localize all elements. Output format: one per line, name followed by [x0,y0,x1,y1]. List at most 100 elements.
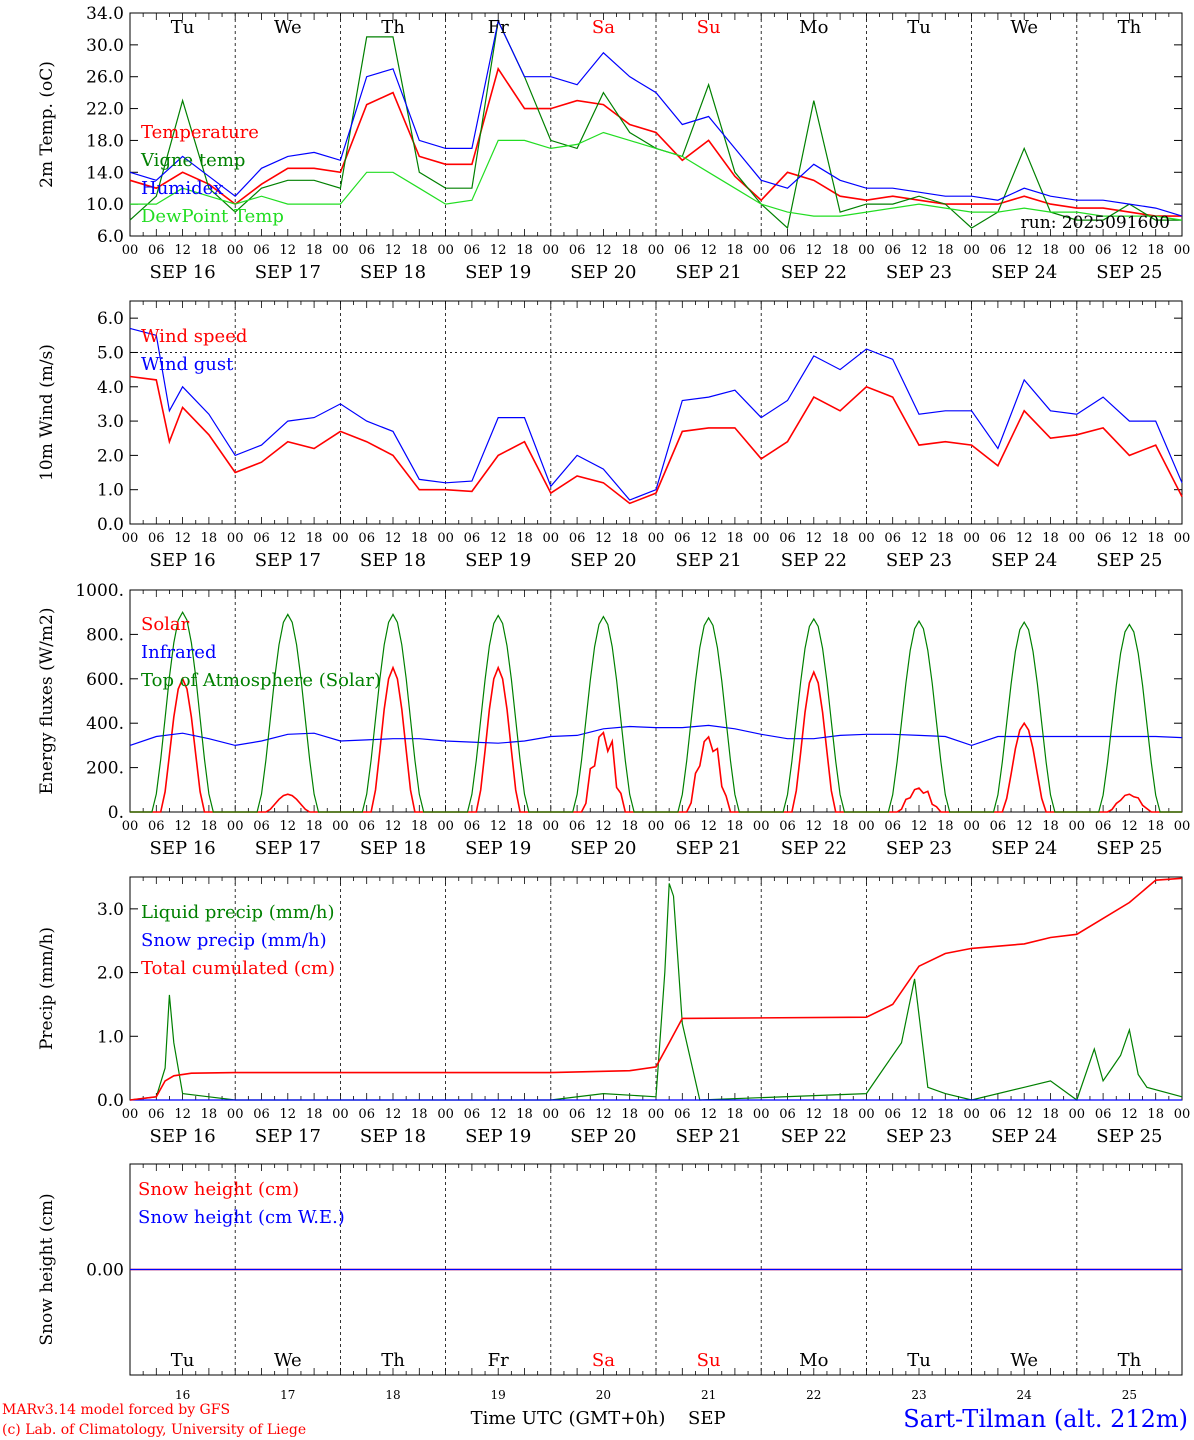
hour-tick-label: 18 [727,819,744,834]
hour-tick-label: 00 [543,819,560,834]
hour-tick-label: 06 [1095,243,1112,258]
hour-tick-label: 06 [358,819,375,834]
hour-tick-label: 06 [569,819,586,834]
day-number-label: 21 [701,1388,716,1402]
hour-tick-label: 06 [253,1107,270,1122]
day-name-label: We [1010,1350,1038,1371]
panel-2: 0.0 1.0 2.0 3.0 4.0 5.0 6.0 10m Wind (m/s) Wind … [37,300,1190,571]
date-label: SEP 16 [149,262,215,283]
hour-tick-label: 06 [358,1107,375,1122]
legend-entry: Liquid precip (mm/h) [141,902,335,923]
hour-tick-label: 00 [858,819,875,834]
hour-tick-label: 06 [779,531,796,546]
hour-tick-label: 00 [963,243,980,258]
hour-tick-label: 12 [806,819,823,834]
legend-entry: Vigne temp [140,150,245,171]
hour-tick-label: 06 [569,531,586,546]
hour-tick-label: 00 [753,531,770,546]
hour-tick-label: 06 [148,243,165,258]
day-name-label: Tu [171,17,195,38]
panel-5: 0.00 Snow height (cm) Snow height (cm) Snow… [37,1163,1183,1402]
hour-tick-label: 12 [911,1107,928,1122]
day-name-label: Su [697,17,721,38]
legend-entry: Infrared [141,642,216,663]
hour-tick-label: 06 [990,819,1007,834]
legend-entry: Top of Atmosphere (Solar) [141,670,381,691]
y-tick-label: 14.0 [86,163,124,183]
legend-entry: Snow height (cm) [138,1179,299,1200]
y-axis-label: Snow height (cm) [37,1193,57,1345]
legend-entry: Wind gust [141,354,234,375]
hour-tick-label: 18 [832,531,849,546]
panel-4: 0.0 1.0 2.0 3.0 Precip (mm/h) Liquid precip (… [37,876,1190,1147]
hour-tick-label: 00 [332,531,349,546]
hour-tick-label: 12 [1016,1107,1033,1122]
hour-tick-label: 18 [201,243,218,258]
hour-tick-label: 06 [990,1107,1007,1122]
series-line [129,883,1183,1101]
day-name-label: Th [381,1350,405,1371]
hour-tick-label: 12 [1016,531,1033,546]
y-tick-label: 3.0 [97,412,124,432]
y-tick-label: 0.0 [97,515,124,535]
hour-tick-label: 18 [727,243,744,258]
hour-tick-label: 00 [1069,531,1086,546]
date-label: SEP 20 [570,838,636,859]
date-label: SEP 21 [675,262,741,283]
hour-tick-label: 06 [358,531,375,546]
hour-tick-label: 18 [937,1107,954,1122]
date-label: SEP 17 [255,262,321,283]
hour-tick-label: 18 [411,531,428,546]
hour-tick-label: 18 [306,243,323,258]
date-label: SEP 19 [465,838,531,859]
hour-tick-label: 18 [621,1107,638,1122]
hour-tick-label: 18 [1042,1107,1059,1122]
hour-tick-label: 18 [832,1107,849,1122]
date-label: SEP 24 [991,550,1057,571]
hour-tick-label: 18 [937,531,954,546]
hour-tick-label: 00 [858,243,875,258]
day-number-label: 24 [1017,1388,1033,1402]
date-label: SEP 24 [991,262,1057,283]
date-label: SEP 21 [675,1126,741,1147]
hour-tick-label: 06 [674,243,691,258]
hour-tick-label: 12 [174,1107,191,1122]
y-tick-label: 26.0 [86,68,124,88]
hour-tick-label: 12 [1121,1107,1138,1122]
hour-tick-label: 12 [595,1107,612,1122]
hour-tick-label: 00 [543,531,560,546]
hour-tick-label: 06 [674,531,691,546]
hour-tick-label: 06 [148,1107,165,1122]
date-label: SEP 25 [1096,1126,1162,1147]
hour-tick-label: 00 [1069,819,1086,834]
hour-tick-label: 12 [385,819,402,834]
y-tick-label: 10.0 [86,195,124,215]
hour-tick-label: 00 [648,531,665,546]
hour-tick-label: 06 [674,819,691,834]
hour-tick-label: 06 [569,1107,586,1122]
hour-tick-label: 12 [911,243,928,258]
series-line [130,131,1183,221]
hour-tick-label: 18 [411,819,428,834]
hour-tick-label: 12 [174,531,191,546]
hour-tick-label: 12 [490,243,507,258]
hour-tick-label: 06 [779,819,796,834]
hour-tick-label: 18 [832,819,849,834]
plot-frame [129,12,1183,237]
day-number-label: 20 [596,1388,611,1402]
date-label: SEP 19 [465,1126,531,1147]
hour-tick-label: 00 [753,1107,770,1122]
date-label: SEP 22 [781,838,847,859]
hour-tick-label: 00 [963,819,980,834]
hour-tick-label: 18 [201,531,218,546]
panel-3: 0. 200. 400. 600. 800. 1000. Energy fluxes (W/… [37,581,1190,859]
day-name-label: We [274,1350,302,1371]
hour-tick-label: 00 [122,243,139,258]
legend-entry: DewPoint Temp [141,206,284,227]
panel-1: 6.0 10.0 14.0 18.0 22.0 26.0 30.0 34.0 2m Temp. … [37,4,1190,283]
hour-tick-label: 18 [516,1107,533,1122]
series-line [129,724,1183,747]
hour-tick-label: 18 [1042,531,1059,546]
hour-tick-label: 18 [306,531,323,546]
y-axis-label: 10m Wind (m/s) [37,344,57,481]
